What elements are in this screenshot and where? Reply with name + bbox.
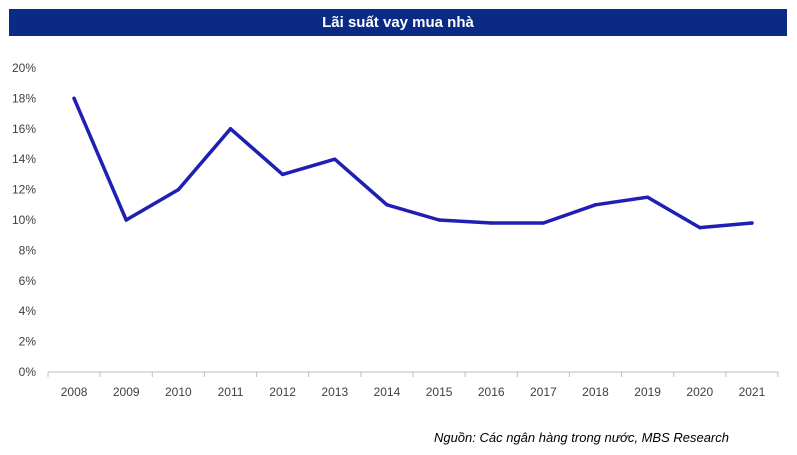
series-line <box>72 96 754 230</box>
x-axis-ticks: 2008 2009 2010 2011 2012 2013 2014 2015 2016 2017… <box>47 372 779 399</box>
data-point <box>489 221 493 225</box>
x-tick-label: 2016 <box>478 385 505 399</box>
data-point <box>750 221 754 225</box>
x-tick-label: 2013 <box>321 385 348 399</box>
source-note: Nguồn: Các ngân hàng trong nước, MBS Res… <box>433 430 729 445</box>
chart-title: Lãi suất vay mua nhà <box>322 14 474 31</box>
x-tick-label: 2014 <box>374 385 401 399</box>
data-point <box>645 195 650 199</box>
y-tick-label: 6% <box>19 274 37 288</box>
y-tick-label: 4% <box>19 304 37 318</box>
data-point <box>593 203 598 207</box>
y-tick-label: 2% <box>19 335 37 349</box>
x-tick-label: 2018 <box>582 385 609 399</box>
data-point <box>72 96 76 101</box>
data-point <box>280 172 285 177</box>
x-tick-label: 2009 <box>113 385 140 399</box>
y-tick-label: 8% <box>19 243 37 257</box>
x-tick-label: 2017 <box>530 385 557 399</box>
x-tick-label: 2011 <box>218 385 244 399</box>
y-tick-label: 18% <box>12 91 36 105</box>
data-point <box>333 157 337 161</box>
data-point <box>385 203 389 207</box>
y-tick-label: 12% <box>12 183 36 197</box>
x-tick-label: 2019 <box>634 385 661 399</box>
y-tick-label: 10% <box>12 213 36 227</box>
y-tick-label: 20% <box>12 61 36 75</box>
data-point <box>698 225 702 230</box>
data-point <box>541 221 546 225</box>
chart-title-bar: Lãi suất vay mua nhà <box>9 9 787 36</box>
x-tick-label: 2010 <box>165 385 192 399</box>
data-point <box>437 218 441 222</box>
x-tick-label: 2020 <box>686 385 713 399</box>
y-tick-label: 16% <box>12 122 36 136</box>
data-point <box>124 218 128 222</box>
y-axis-ticks: 0% 2% 4% 6% 8% 10% 12% 14% 16% 18% 20% <box>12 61 36 379</box>
series-group <box>72 96 754 230</box>
data-point <box>228 127 233 131</box>
x-tick-label: 2021 <box>739 385 766 399</box>
y-tick-label: 14% <box>12 152 36 166</box>
data-point <box>176 187 181 192</box>
x-tick-label: 2008 <box>61 385 88 399</box>
x-tick-label: 2012 <box>269 385 296 399</box>
y-tick-label: 0% <box>19 365 37 379</box>
x-tick-label: 2015 <box>426 385 453 399</box>
